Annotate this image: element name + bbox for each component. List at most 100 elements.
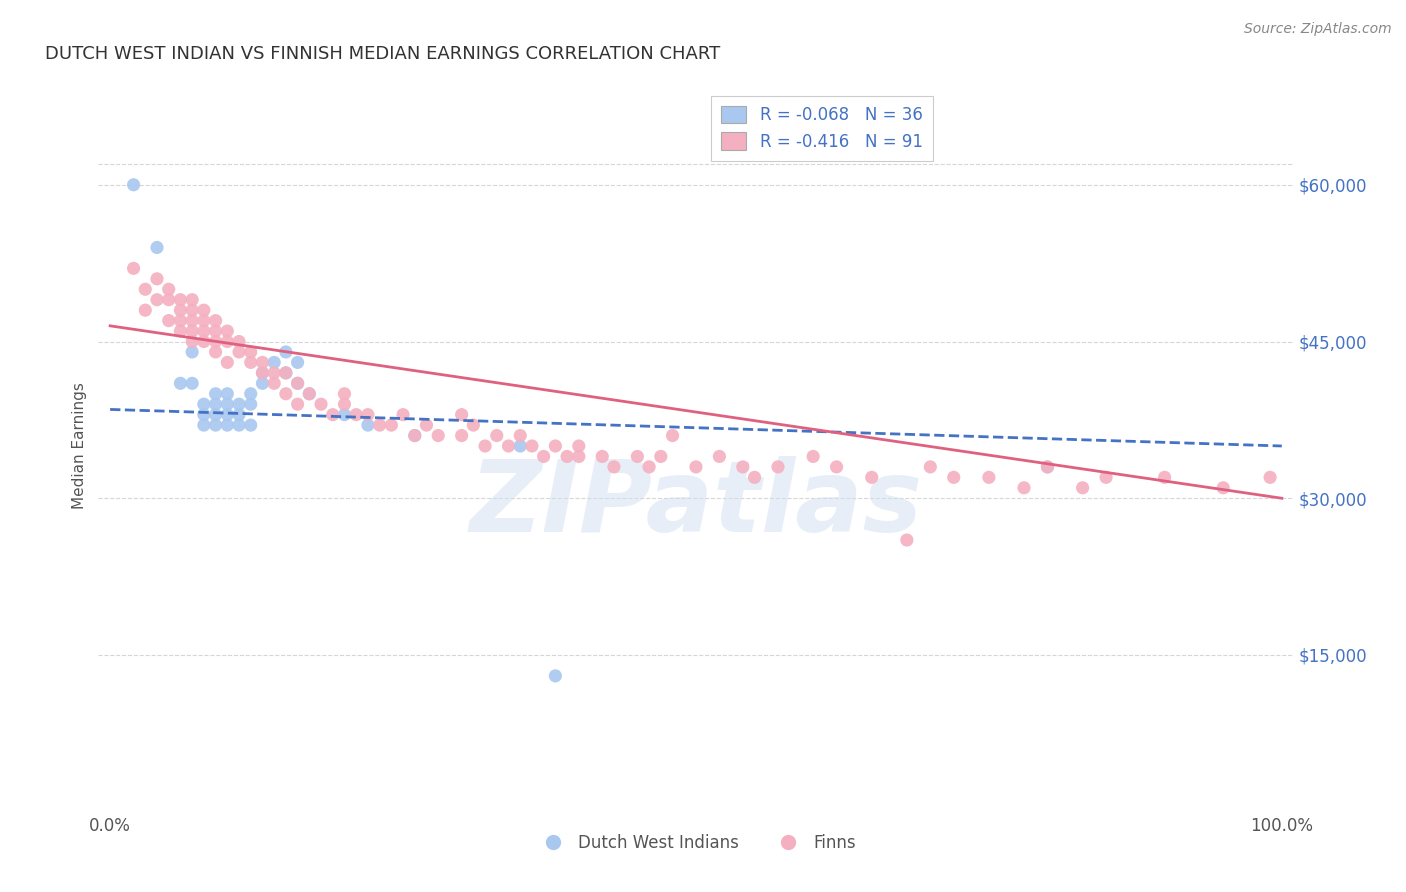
Point <box>193 324 215 338</box>
Text: Source: ZipAtlas.com: Source: ZipAtlas.com <box>1244 22 1392 37</box>
Point <box>134 303 156 318</box>
Point <box>603 459 626 474</box>
Point <box>157 293 180 307</box>
Point <box>1095 470 1118 484</box>
Point <box>977 470 1000 484</box>
Point <box>181 334 204 349</box>
Point <box>485 428 508 442</box>
Point <box>344 408 367 422</box>
Point <box>146 272 169 286</box>
Point <box>392 408 415 422</box>
Point <box>239 418 262 433</box>
Point <box>509 439 531 453</box>
Point <box>217 397 239 411</box>
Point <box>157 282 180 296</box>
Point <box>380 418 402 433</box>
Point <box>228 397 250 411</box>
Point <box>685 459 707 474</box>
Point <box>263 355 285 369</box>
Point <box>287 376 309 391</box>
Point <box>650 450 672 464</box>
Point <box>638 459 661 474</box>
Point <box>228 345 250 359</box>
Point <box>520 439 543 453</box>
Point <box>252 355 274 369</box>
Point <box>404 428 426 442</box>
Text: ZIPatlas: ZIPatlas <box>470 456 922 553</box>
Point <box>239 397 262 411</box>
Point <box>181 345 204 359</box>
Point <box>450 408 472 422</box>
Point <box>860 470 883 484</box>
Point <box>1012 481 1035 495</box>
Point <box>287 355 309 369</box>
Point <box>193 334 215 349</box>
Point <box>193 397 215 411</box>
Point <box>169 313 191 327</box>
Point <box>509 428 531 442</box>
Point <box>169 376 191 391</box>
Point <box>169 293 191 307</box>
Point <box>217 334 239 349</box>
Point <box>193 408 215 422</box>
Point <box>204 334 226 349</box>
Point <box>228 408 250 422</box>
Point <box>498 439 520 453</box>
Legend: Dutch West Indians, Finns: Dutch West Indians, Finns <box>529 827 863 858</box>
Point <box>252 376 274 391</box>
Point <box>217 355 239 369</box>
Point <box>122 178 145 192</box>
Point <box>709 450 731 464</box>
Point <box>591 450 613 464</box>
Point <box>544 669 567 683</box>
Point <box>463 418 485 433</box>
Point <box>450 428 472 442</box>
Point <box>193 303 215 318</box>
Point <box>204 324 226 338</box>
Text: DUTCH WEST INDIAN VS FINNISH MEDIAN EARNINGS CORRELATION CHART: DUTCH WEST INDIAN VS FINNISH MEDIAN EARN… <box>45 45 720 63</box>
Point <box>146 293 169 307</box>
Point <box>896 533 918 547</box>
Point <box>801 450 824 464</box>
Point <box>287 397 309 411</box>
Point <box>204 408 226 422</box>
Point <box>217 324 239 338</box>
Point <box>333 408 356 422</box>
Point <box>731 459 754 474</box>
Point <box>204 386 226 401</box>
Point <box>415 418 437 433</box>
Point <box>1212 481 1234 495</box>
Point <box>744 470 766 484</box>
Point <box>239 386 262 401</box>
Point <box>568 439 591 453</box>
Point <box>181 313 204 327</box>
Point <box>228 334 250 349</box>
Point <box>1036 459 1059 474</box>
Point <box>252 366 274 380</box>
Point <box>239 355 262 369</box>
Point <box>333 386 356 401</box>
Point <box>825 459 848 474</box>
Point <box>181 293 204 307</box>
Point <box>322 408 344 422</box>
Point <box>134 282 156 296</box>
Point <box>555 450 578 464</box>
Point <box>357 408 380 422</box>
Point <box>193 313 215 327</box>
Point <box>309 397 332 411</box>
Point <box>217 408 239 422</box>
Point <box>228 418 250 433</box>
Point <box>942 470 965 484</box>
Point <box>181 324 204 338</box>
Point <box>544 439 567 453</box>
Point <box>287 376 309 391</box>
Point <box>239 345 262 359</box>
Y-axis label: Median Earnings: Median Earnings <box>72 383 87 509</box>
Point <box>661 428 683 442</box>
Point <box>181 376 204 391</box>
Point <box>181 303 204 318</box>
Point <box>217 418 239 433</box>
Point <box>568 450 591 464</box>
Point <box>1036 459 1059 474</box>
Point <box>626 450 648 464</box>
